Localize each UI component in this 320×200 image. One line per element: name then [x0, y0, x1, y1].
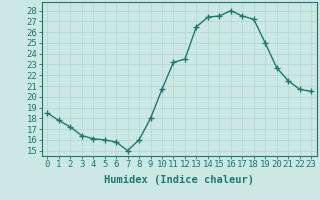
X-axis label: Humidex (Indice chaleur): Humidex (Indice chaleur)	[104, 175, 254, 185]
